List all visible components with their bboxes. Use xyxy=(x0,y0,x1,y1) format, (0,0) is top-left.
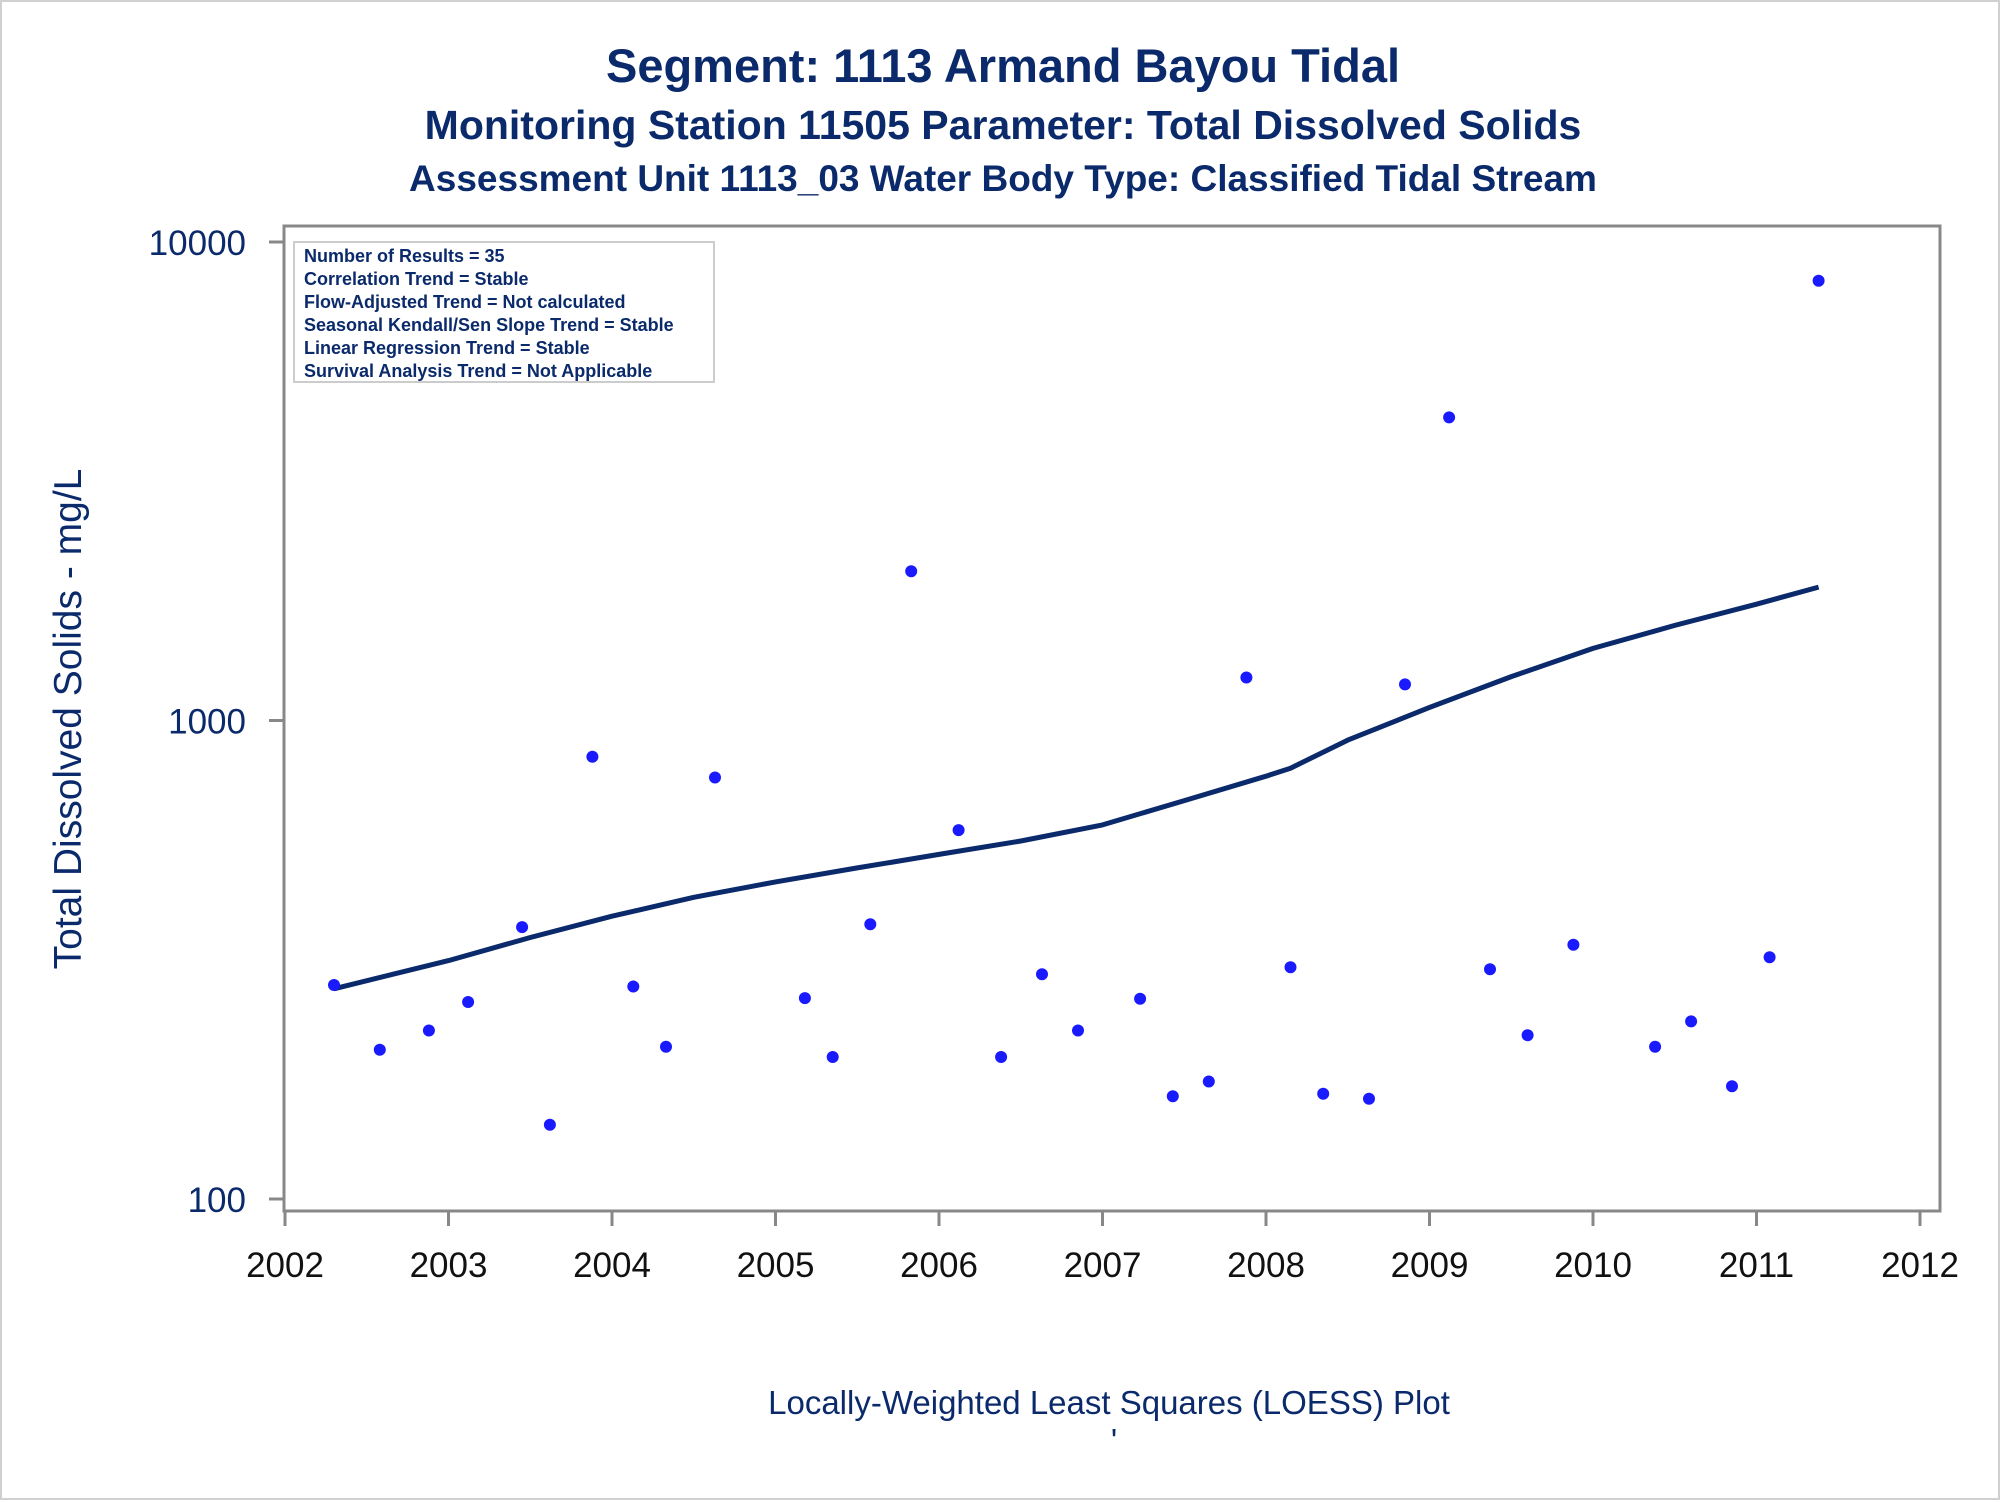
x-tick-label: 2005 xyxy=(737,1246,815,1285)
data-point xyxy=(1649,1040,1662,1053)
footnote-tick: ' xyxy=(1111,1422,1117,1459)
loess-curve xyxy=(333,584,1820,992)
data-points xyxy=(328,274,1825,1131)
data-point xyxy=(1484,963,1496,976)
data-point xyxy=(864,918,877,931)
x-tick-label: 2012 xyxy=(1881,1246,1959,1285)
data-point xyxy=(905,565,918,578)
y-axis: 100 1000 10000 xyxy=(149,224,284,1220)
stats-line-linear-regression: Linear Regression Trend = Stable xyxy=(304,338,590,358)
data-point xyxy=(1240,671,1253,684)
data-point xyxy=(627,980,640,993)
stats-line-correlation: Correlation Trend = Stable xyxy=(304,269,529,289)
data-point xyxy=(1036,968,1048,981)
data-point xyxy=(1363,1092,1375,1105)
data-point xyxy=(516,921,529,934)
data-point xyxy=(543,1118,556,1131)
x-tick-label: 2009 xyxy=(1391,1246,1469,1285)
data-point xyxy=(462,996,475,1008)
stats-line-seasonal-kendall: Seasonal Kendall/Sen Slope Trend = Stabl… xyxy=(304,315,674,335)
data-point xyxy=(660,1040,672,1053)
data-point xyxy=(422,1024,435,1037)
data-point xyxy=(709,771,721,784)
data-point xyxy=(1443,411,1456,424)
x-tick-label: 2011 xyxy=(1719,1246,1794,1285)
stats-box: Number of Results = 35 Correlation Trend… xyxy=(293,241,715,383)
stats-line-results: Number of Results = 35 xyxy=(304,246,505,266)
x-tick-label: 2004 xyxy=(573,1246,651,1285)
plot-frame xyxy=(282,224,1942,1213)
x-tick-label: 2007 xyxy=(1064,1246,1142,1285)
data-point xyxy=(1567,938,1580,951)
data-point xyxy=(1726,1080,1738,1093)
stats-line-flow-adjusted: Flow-Adjusted Trend = Not calculated xyxy=(304,292,626,312)
data-point xyxy=(1521,1029,1534,1042)
x-tick-label: 2006 xyxy=(900,1246,978,1285)
data-point xyxy=(995,1051,1008,1063)
x-tick-label: 2002 xyxy=(246,1246,324,1285)
data-point xyxy=(1685,1015,1698,1028)
data-point xyxy=(1763,951,1776,964)
x-tick-label: 2003 xyxy=(410,1246,488,1285)
stats-line-survival-analysis: Survival Analysis Trend = Not Applicable xyxy=(304,361,652,381)
y-tick-label: 1000 xyxy=(168,703,246,742)
data-point xyxy=(1202,1075,1215,1088)
data-point xyxy=(798,992,811,1005)
data-point xyxy=(952,824,965,837)
chart-subtitle-2: Assessment Unit 1113_03 Water Body Type:… xyxy=(409,158,1597,199)
chart-title: Segment: 1113 Armand Bayou Tidal xyxy=(605,39,1401,92)
x-axis: 2002 2003 2004 2005 2006 2007 2008 2009 2010 2011… xyxy=(246,1212,1959,1285)
data-point xyxy=(1134,992,1147,1005)
data-point xyxy=(1072,1024,1084,1037)
data-point xyxy=(373,1043,386,1056)
chart-subtitle: Monitoring Station 11505 Parameter: Tota… xyxy=(424,102,1582,148)
data-point xyxy=(1166,1090,1179,1103)
data-point xyxy=(586,750,599,763)
data-point xyxy=(826,1051,839,1063)
y-tick-label: 10000 xyxy=(149,224,246,263)
data-point xyxy=(1399,678,1411,691)
data-point xyxy=(1812,274,1825,287)
y-tick-label: 100 xyxy=(188,1181,246,1220)
x-tick-label: 2010 xyxy=(1554,1246,1632,1285)
data-point xyxy=(1284,961,1297,974)
x-tick-label: 2008 xyxy=(1227,1246,1305,1285)
footnote: Locally-Weighted Least Squares (LOESS) P… xyxy=(768,1384,1450,1421)
stats-box-frame xyxy=(293,241,715,383)
data-point xyxy=(328,979,340,991)
data-point xyxy=(1317,1087,1330,1100)
y-axis-title: Total Dissolved Solids - mg/L xyxy=(47,469,90,970)
